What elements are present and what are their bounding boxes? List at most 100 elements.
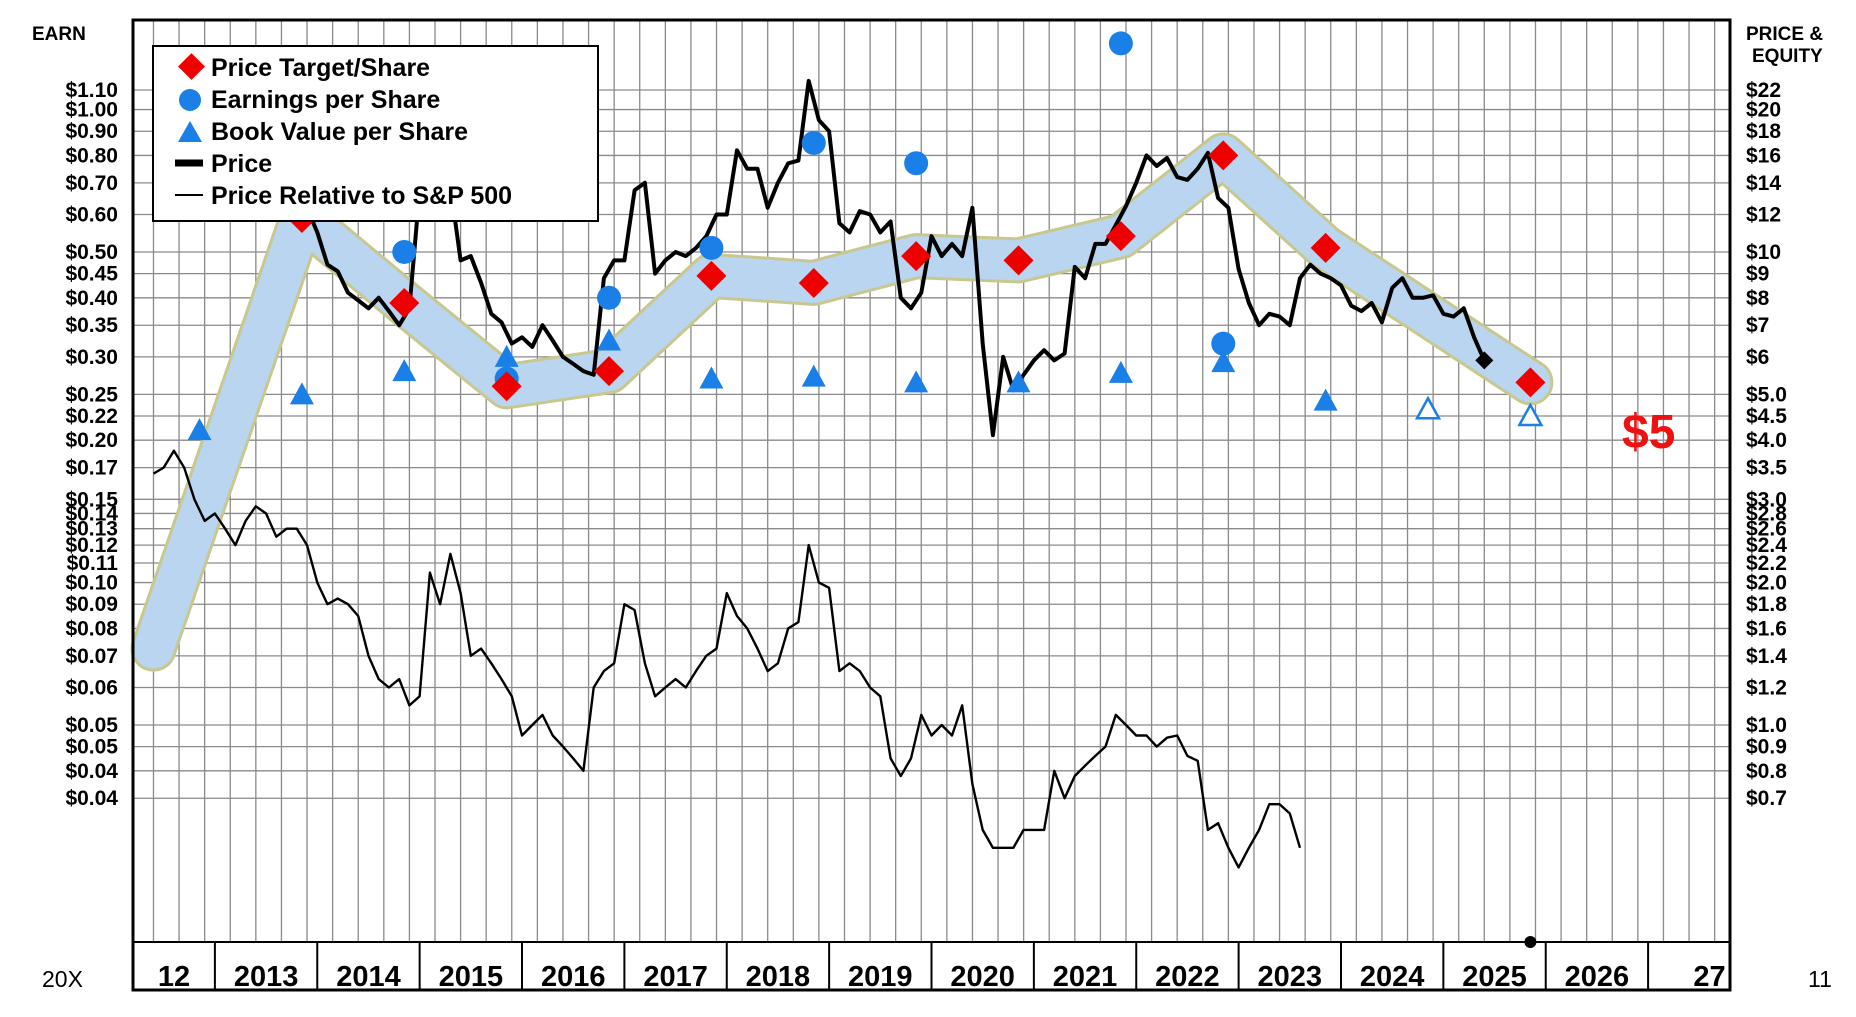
year-label: 2017 bbox=[643, 961, 708, 993]
bvps-marker bbox=[392, 359, 417, 382]
price-target-marker bbox=[1105, 221, 1136, 252]
left-tick-label: $0.60 bbox=[65, 204, 118, 227]
left-axis-title: EARN bbox=[32, 24, 86, 45]
right-tick-label: $1.6 bbox=[1746, 617, 1787, 640]
price-target-marker bbox=[696, 260, 727, 291]
right-tick-label: $4.0 bbox=[1746, 429, 1787, 452]
price-target-marker bbox=[798, 267, 829, 298]
left-tick-label: $0.45 bbox=[65, 263, 118, 286]
year-label: 2023 bbox=[1258, 961, 1323, 993]
right-tick-label: $1.2 bbox=[1746, 677, 1787, 700]
bvps-marker bbox=[1006, 370, 1031, 393]
year-label: 2024 bbox=[1360, 961, 1425, 993]
legend-box bbox=[152, 45, 599, 222]
right-tick-label: $8 bbox=[1746, 287, 1770, 310]
left-tick-label: $0.17 bbox=[65, 457, 118, 480]
right-tick-label: $0.9 bbox=[1746, 736, 1787, 759]
left-tick-label: $0.05 bbox=[65, 714, 118, 737]
right-tick-label: $3.5 bbox=[1746, 457, 1787, 480]
bvps-marker bbox=[187, 418, 212, 441]
eps-marker bbox=[1108, 31, 1133, 56]
legend-marker-circle bbox=[179, 89, 201, 111]
eps-marker bbox=[392, 239, 417, 264]
right-tick-label: $10 bbox=[1746, 241, 1781, 264]
legend: Price Target/Share Earnings per Share Bo… bbox=[152, 45, 599, 222]
legend-label-relative: Price Relative to S&P 500 bbox=[211, 182, 512, 210]
left-tick-label: $0.13 bbox=[65, 518, 118, 541]
left-tick-label: $0.07 bbox=[65, 645, 118, 668]
bvps-marker bbox=[1211, 350, 1236, 373]
left-tick-label: $1.00 bbox=[65, 99, 118, 122]
left-tick-label: $0.22 bbox=[65, 405, 118, 428]
right-tick-label: $2.8 bbox=[1746, 502, 1787, 525]
price-target-marker bbox=[1003, 245, 1034, 276]
right-tick-label: $16 bbox=[1746, 144, 1781, 167]
eps-marker bbox=[904, 151, 929, 176]
price-target-marker bbox=[1208, 140, 1239, 171]
plot-frame bbox=[131, 18, 1732, 992]
year-label: 2018 bbox=[746, 961, 811, 993]
left-tick-label: $0.90 bbox=[65, 120, 118, 143]
current-price-marker bbox=[1475, 351, 1494, 370]
legend-label-price: Price bbox=[211, 150, 272, 178]
legend-label-price-target: Price Target/Share bbox=[211, 54, 430, 82]
relative-price-layer bbox=[152, 449, 1302, 869]
legend-label-bvps: Book Value per Share bbox=[211, 118, 468, 146]
right-axis-title-line2: EQUITY bbox=[1752, 46, 1823, 67]
right-tick-label: $14 bbox=[1746, 172, 1781, 195]
bvps-marker bbox=[699, 366, 724, 389]
right-tick-label: $2.6 bbox=[1746, 518, 1787, 541]
right-tick-label: $12 bbox=[1746, 204, 1781, 227]
right-tick-label: $2.2 bbox=[1746, 552, 1787, 575]
left-tick-label: $0.05 bbox=[65, 736, 118, 759]
right-tick-label: $20 bbox=[1746, 99, 1781, 122]
right-tick-label: $9 bbox=[1746, 263, 1769, 286]
right-tick-label: $0.7 bbox=[1746, 787, 1787, 810]
left-tick-label: $0.15 bbox=[65, 488, 118, 511]
bvps-marker bbox=[904, 370, 929, 393]
left-tick-label: $0.35 bbox=[65, 314, 118, 337]
right-tick-label: $2.0 bbox=[1746, 572, 1787, 595]
year-label: 2025 bbox=[1462, 961, 1527, 993]
left-tick-label: $0.10 bbox=[65, 572, 118, 595]
left-tick-label: $0.06 bbox=[65, 677, 118, 700]
year-label: 27 bbox=[1693, 961, 1725, 993]
right-tick-label: $18 bbox=[1746, 120, 1781, 143]
price-layer bbox=[153, 78, 1487, 438]
left-tick-label: $0.12 bbox=[65, 534, 118, 557]
eps-marker bbox=[699, 235, 724, 260]
price-target-marker bbox=[491, 371, 522, 402]
year-label: 2021 bbox=[1053, 961, 1118, 993]
left-tick-label: $0.20 bbox=[65, 429, 118, 452]
bvps-marker bbox=[1313, 388, 1338, 411]
eps-marker bbox=[1211, 331, 1236, 356]
price-target-marker bbox=[1310, 232, 1341, 263]
year-label: 12 bbox=[158, 961, 190, 993]
right-tick-label: $1.4 bbox=[1746, 645, 1787, 668]
price-target-marker bbox=[594, 356, 625, 387]
bottom-left-label: 20X bbox=[42, 966, 83, 992]
legend-marker-triangle bbox=[178, 121, 202, 142]
bvps-marker bbox=[1108, 360, 1133, 383]
right-tick-label: $1.0 bbox=[1746, 714, 1787, 737]
year-label: 2026 bbox=[1565, 961, 1630, 993]
right-tick-label: $6 bbox=[1746, 346, 1769, 369]
year-label: 2019 bbox=[848, 961, 913, 993]
bvps-marker bbox=[801, 364, 826, 387]
left-tick-label: $1.10 bbox=[65, 79, 118, 102]
right-axis-title-line1: PRICE & bbox=[1746, 24, 1823, 45]
bvps-estimate-marker bbox=[1517, 402, 1544, 427]
eps-marker bbox=[597, 285, 622, 310]
right-tick-label: $0.8 bbox=[1746, 760, 1787, 783]
price-target-marker bbox=[1515, 367, 1546, 398]
target-callout: $5 bbox=[1622, 406, 1675, 459]
right-tick-label: $2.4 bbox=[1746, 534, 1787, 557]
left-tick-label: $0.11 bbox=[67, 552, 119, 575]
right-tick-label: $1.8 bbox=[1746, 593, 1787, 616]
year-label: 2015 bbox=[439, 961, 504, 993]
right-tick-label: $7 bbox=[1746, 314, 1769, 337]
year-label: 2020 bbox=[950, 961, 1015, 993]
price-line bbox=[153, 78, 1487, 438]
left-tick-label: $0.04 bbox=[65, 760, 118, 783]
